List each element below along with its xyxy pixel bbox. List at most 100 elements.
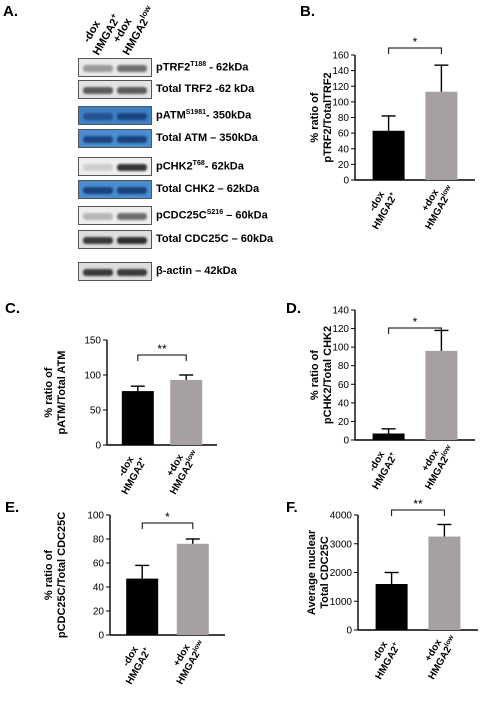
- y-tick-label: 80: [93, 535, 105, 546]
- panel-letter-f: F.: [286, 499, 298, 516]
- y-axis-label: % ratio of: [43, 550, 55, 600]
- y-tick-label: 50: [90, 406, 102, 417]
- band-lane-2: [117, 112, 147, 120]
- chart-d: 0 20 40 60 80 100 120 140 % ratio of pCHK2/Total …: [309, 306, 475, 492]
- band-lane-2: [117, 212, 147, 220]
- lane-header-2: +dox HMGA2low: [108, 0, 158, 57]
- y-tick-label: 0: [346, 626, 352, 637]
- y-tick-label: 140: [332, 66, 349, 77]
- y-tick-label: 100: [87, 511, 104, 522]
- y-tick-label: 60: [338, 380, 350, 391]
- blot-row-label: Total CHK2 – 62kDa: [156, 183, 260, 195]
- band-lane-1: [83, 86, 113, 94]
- band-lane-1: [83, 236, 113, 244]
- band-lane-1: [83, 268, 113, 276]
- band-lane-2: [117, 186, 147, 194]
- y-tick-label: 0: [95, 441, 101, 452]
- blot-row-8: [78, 230, 152, 249]
- y-tick-label: 80: [338, 361, 350, 372]
- bar: [372, 433, 405, 440]
- blot-row-6: [78, 180, 152, 199]
- y-tick-label: 2000: [330, 568, 353, 579]
- y-tick-label: 20: [93, 607, 105, 618]
- chart-c: 0 50 100 150 % ratio of pATM/Total ATM -doxHMG…: [43, 336, 217, 495]
- x-tick-label-sup: low: [192, 639, 204, 653]
- panel-letter-c: C.: [5, 300, 20, 317]
- blot-row-label: pCHK2T68- 62kDa: [156, 160, 244, 173]
- y-axis-label: pTRF2/TotalTRF2: [322, 72, 334, 162]
- y-axis-label: pCDC25C/Total CDC25C: [56, 512, 68, 638]
- x-tick-label-sup: +: [388, 191, 396, 198]
- x-tick-label-sup: low: [441, 444, 453, 458]
- y-tick-label: 40: [338, 144, 350, 155]
- blot-row-7: [78, 206, 152, 225]
- band-lane-1: [83, 212, 113, 220]
- blot-row-1: [78, 58, 152, 77]
- significance-bracket: [388, 47, 442, 54]
- y-tick-label: 80: [338, 113, 350, 124]
- y-axis-label: pCHK2/Total CHK2: [322, 326, 334, 424]
- band-lane-1: [83, 135, 113, 143]
- blot-row-label: β-actin – 42kDa: [156, 265, 237, 277]
- blot-row-label: pATMS1981- 350kDa: [156, 109, 252, 122]
- panel-letter-e: E.: [5, 499, 20, 516]
- bar: [170, 379, 203, 445]
- band-lane-2: [117, 86, 147, 94]
- y-tick-label: 100: [84, 371, 101, 382]
- y-tick-label: 120: [332, 82, 349, 93]
- blot-row-label: pCDC25CS216 – 60kDa: [156, 209, 268, 222]
- blot-row-4: [78, 129, 152, 148]
- bar: [372, 130, 405, 180]
- y-axis-label: % ratio of: [309, 350, 321, 400]
- bar: [176, 543, 209, 635]
- band-lane-1: [83, 163, 113, 171]
- panel-letter-d: D.: [286, 300, 301, 317]
- bar: [428, 536, 461, 630]
- y-tick-label: 160: [332, 51, 349, 62]
- y-tick-label: 120: [332, 324, 349, 335]
- y-tick-label: 100: [332, 97, 349, 108]
- blot-row-label: pTRF2T188 - 62kDa: [156, 61, 249, 74]
- bar: [425, 91, 458, 180]
- chart-b: 0 20 40 60 80 100 120 140 160 % ratio of pTRF2/Tot…: [309, 35, 475, 232]
- y-tick-label: 60: [338, 129, 350, 140]
- blot-row-label: Total CDC25C – 60kDa: [156, 233, 274, 245]
- band-lane-2: [117, 268, 147, 276]
- significance-marker: *: [413, 35, 418, 49]
- y-axis-label: pATM/Total ATM: [56, 351, 68, 435]
- bar: [126, 578, 159, 635]
- significance-marker: *: [165, 510, 170, 524]
- significance-bracket: [388, 327, 442, 334]
- blot-row-5: [78, 157, 152, 176]
- significance-bracket: [391, 509, 445, 516]
- y-tick-label: 100: [332, 343, 349, 354]
- blot-row-3: [78, 106, 152, 125]
- y-tick-label: 60: [93, 559, 105, 570]
- band-lane-2: [117, 163, 147, 171]
- panel-letter-a: A.: [3, 3, 18, 20]
- y-axis-label: Total CDC25C: [319, 536, 331, 609]
- band-lane-1: [83, 112, 113, 120]
- y-tick-label: 1000: [330, 597, 353, 608]
- y-axis-label: % ratio of: [43, 367, 55, 417]
- x-tick-label-sup: +: [141, 646, 149, 653]
- significance-marker: **: [413, 497, 423, 511]
- blot-row-label: Total TRF2 -62 kDa: [156, 83, 255, 95]
- y-tick-label: 0: [98, 631, 104, 642]
- band-lane-2: [117, 135, 147, 143]
- y-tick-label: 150: [84, 336, 101, 347]
- y-tick-label: 20: [338, 417, 350, 428]
- y-tick-label: 0: [343, 436, 349, 447]
- y-tick-label: 4000: [330, 511, 353, 522]
- y-tick-label: 0: [343, 176, 349, 187]
- band-lane-2: [117, 64, 147, 72]
- bar: [121, 391, 154, 445]
- y-tick-label: 3000: [330, 539, 353, 550]
